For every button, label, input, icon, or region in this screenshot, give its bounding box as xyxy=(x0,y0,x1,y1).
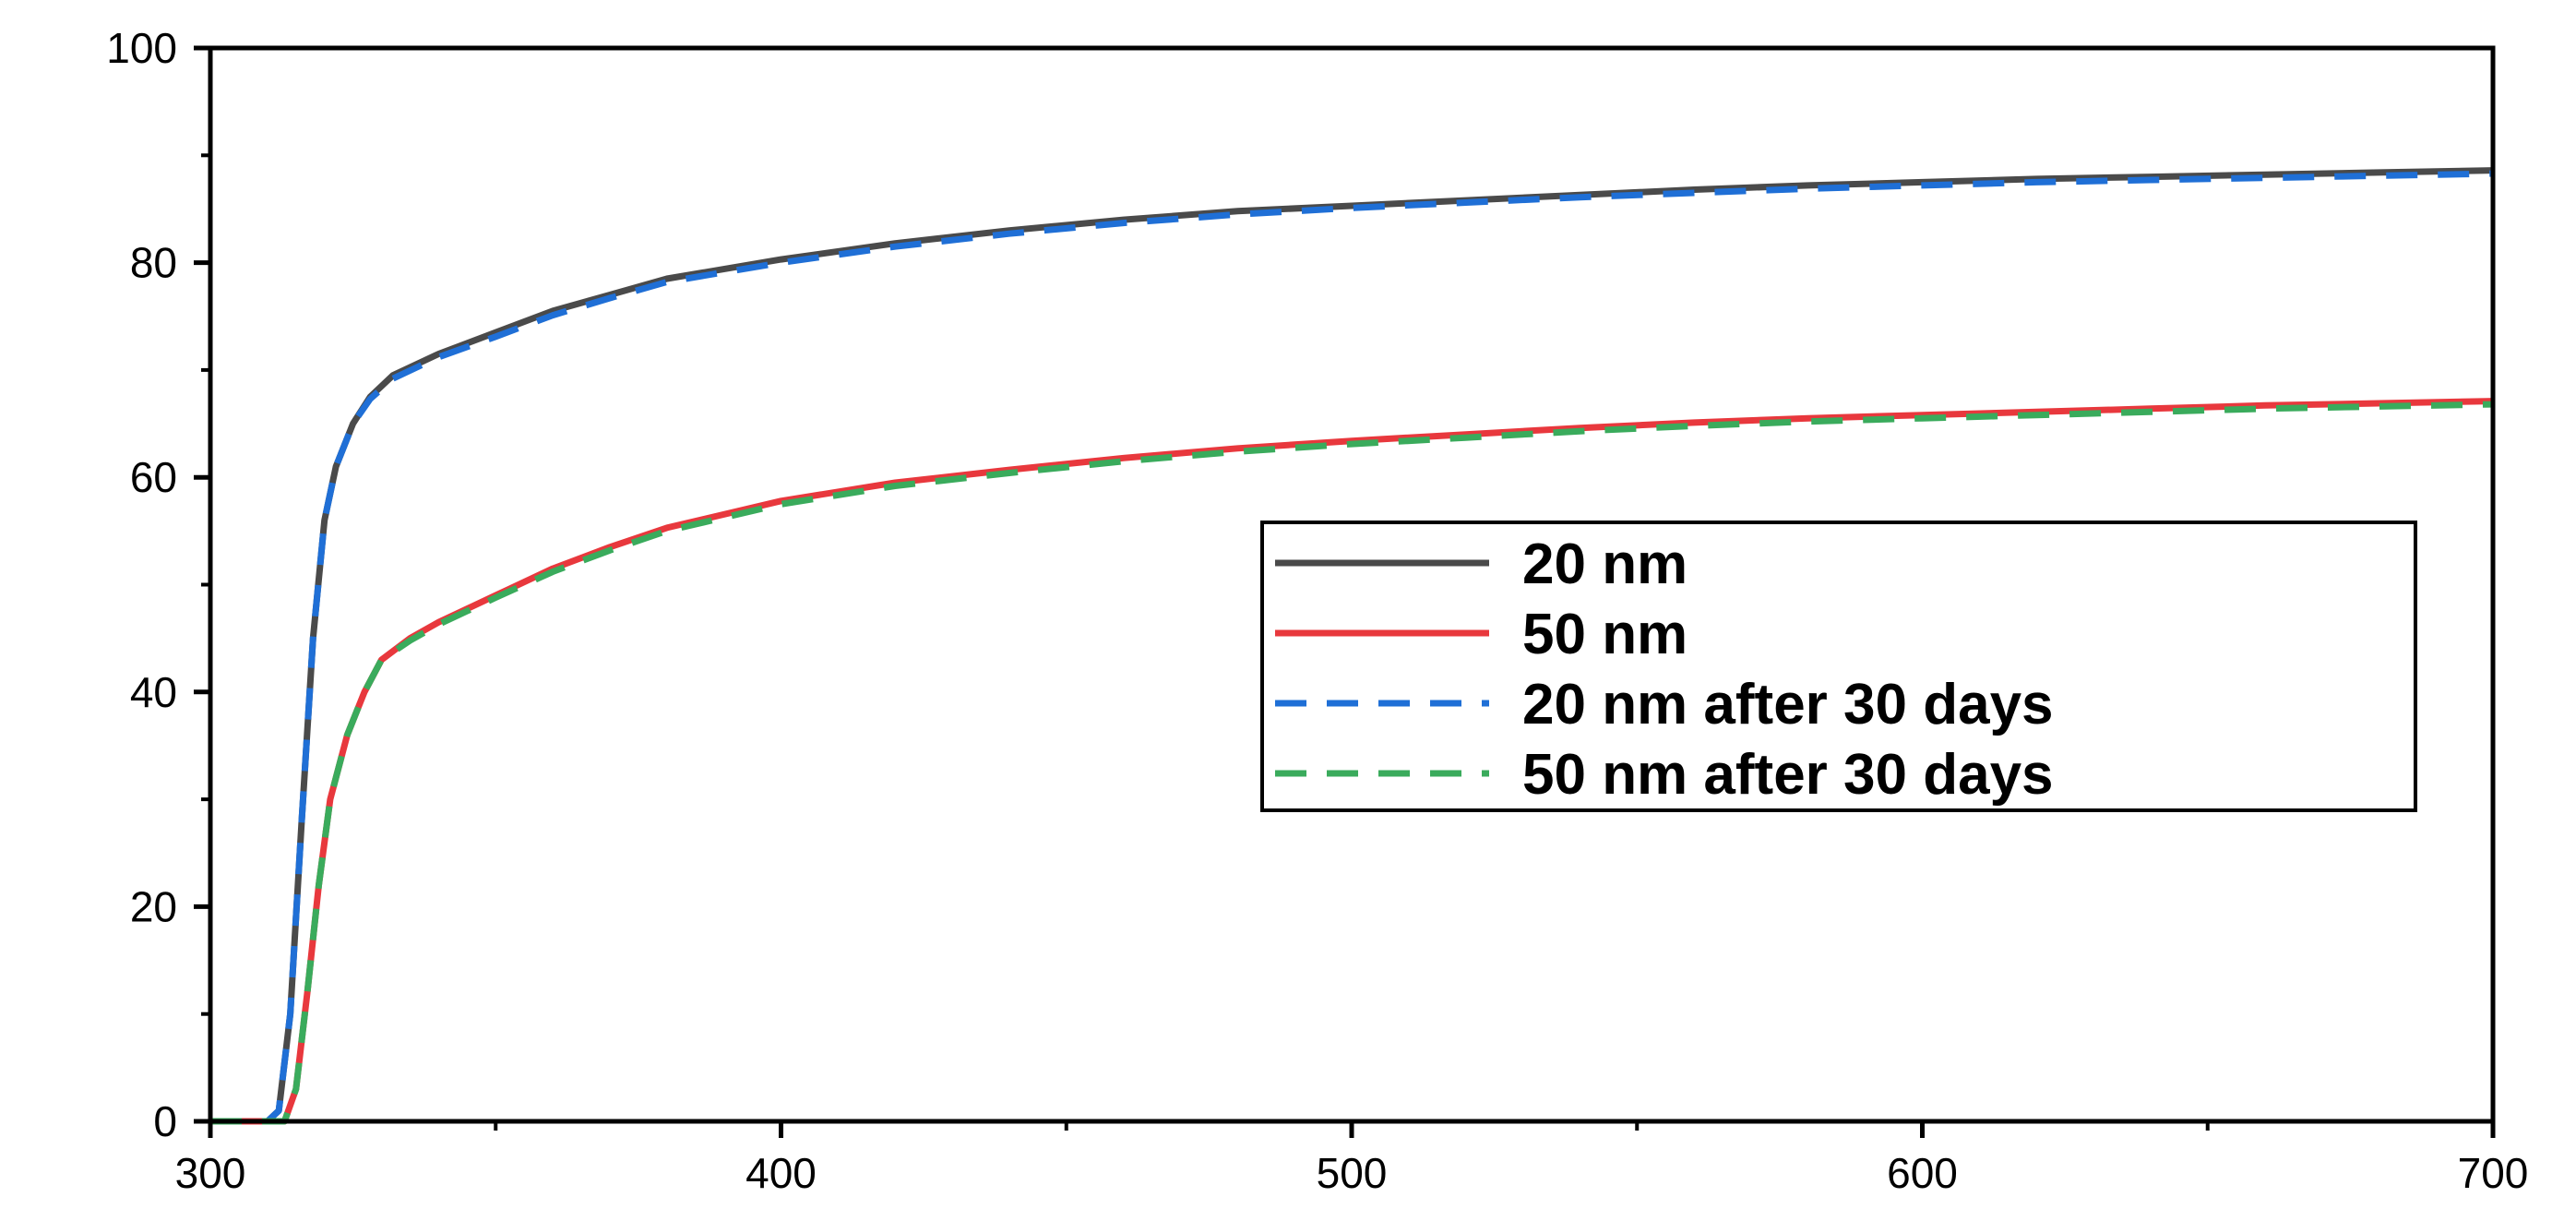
x-tick-label: 300 xyxy=(175,1149,246,1197)
y-tick-label: 80 xyxy=(130,239,177,287)
legend-label: 20 nm xyxy=(1522,533,1688,596)
legend-label: 20 nm after 30 days xyxy=(1522,673,2054,736)
legend: 20 nm 50 nm 20 nm after 30 days 50 nm after… xyxy=(1260,521,2417,812)
series-line-20-nm xyxy=(210,167,2494,1125)
x-axis: 300 400 500 600 700 xyxy=(175,1121,2529,1197)
y-tick-label: 60 xyxy=(130,453,177,501)
y-tick-label: 0 xyxy=(153,1097,177,1145)
legend-label: 50 nm xyxy=(1522,603,1688,666)
y-tick-label: 20 xyxy=(130,882,177,930)
x-tick-label: 700 xyxy=(2458,1149,2529,1197)
series-layer xyxy=(210,167,2494,1125)
y-tick-label: 100 xyxy=(106,24,177,72)
legend-box xyxy=(1260,521,2417,812)
legend-label: 50 nm after 30 days xyxy=(1522,743,2054,807)
x-tick-label: 600 xyxy=(1887,1149,1958,1197)
y-axis: 0 20 40 60 80 100 xyxy=(106,24,210,1145)
y-tick-label: 40 xyxy=(130,668,177,716)
series-line-50-nm-after-30-days xyxy=(210,401,2494,1125)
x-tick-label: 400 xyxy=(745,1149,817,1197)
x-tick-label: 500 xyxy=(1317,1149,1388,1197)
